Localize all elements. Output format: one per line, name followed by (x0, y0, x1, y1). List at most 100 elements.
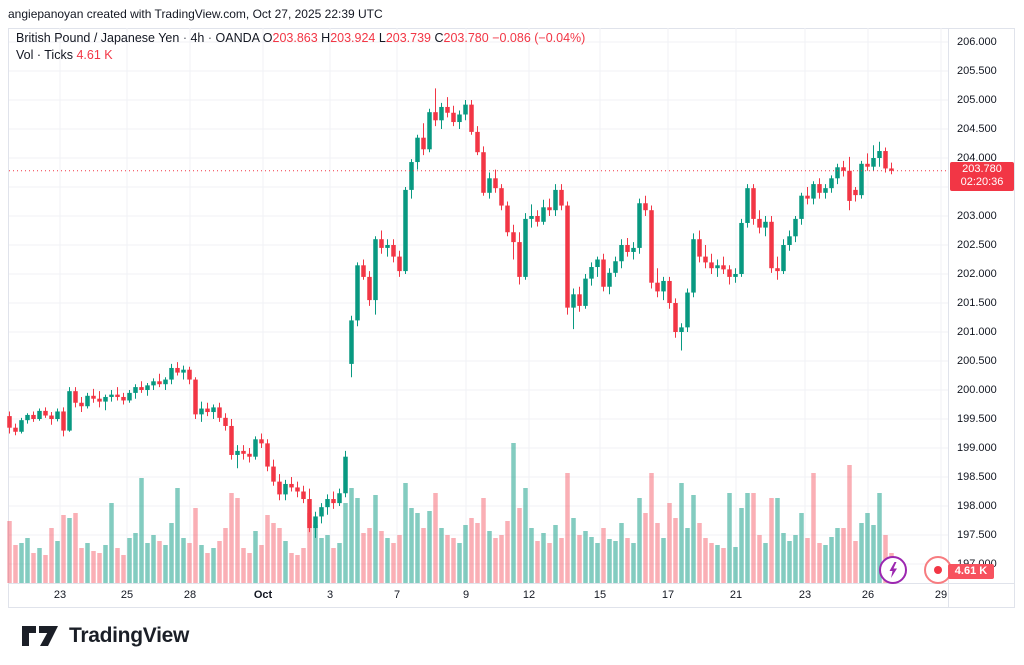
candle-body (769, 221, 774, 269)
candle-body (85, 395, 90, 407)
price-axis-label[interactable]: 205.000 (957, 94, 997, 106)
price-axis-label[interactable]: 201.500 (957, 297, 997, 309)
candle-body (25, 414, 30, 421)
candle-body (619, 245, 624, 262)
volume-bar (403, 483, 408, 583)
candle-body (775, 268, 780, 272)
volume-bar (709, 543, 714, 583)
time-axis-label[interactable]: 29 (934, 589, 948, 601)
price-axis-label[interactable]: 199.000 (957, 442, 997, 454)
volume-bar (349, 488, 354, 583)
volume-bar (787, 541, 792, 583)
time-axis-label[interactable]: 3 (326, 589, 334, 601)
time-axis-label[interactable]: 17 (661, 589, 675, 601)
time-axis-label[interactable]: 7 (393, 589, 401, 601)
record-button[interactable] (924, 556, 952, 584)
tradingview-logo[interactable]: TradingView (22, 624, 189, 648)
candle-body (217, 407, 222, 418)
price-axis-divider (948, 28, 949, 608)
price-axis-label[interactable]: 203.000 (957, 210, 997, 222)
volume-bar (667, 503, 672, 583)
tradingview-logo-text: TradingView (69, 624, 190, 647)
candle-body (127, 392, 132, 401)
price-axis-label[interactable]: 201.000 (957, 326, 997, 338)
volume-indicator-label[interactable]: Vol · Ticks (16, 48, 73, 62)
price-axis-label[interactable]: 204.500 (957, 123, 997, 135)
candle-body (847, 170, 852, 201)
price-axis-label[interactable]: 206.000 (957, 36, 997, 48)
current-price-badge: 203.780 02:20:36 (950, 162, 1014, 191)
price-axis-label[interactable]: 202.000 (957, 268, 997, 280)
candle-body (679, 327, 684, 332)
volume-bar (367, 528, 372, 583)
candle-body (505, 205, 510, 233)
volume-bar (697, 523, 702, 583)
time-axis-label[interactable]: 26 (861, 589, 875, 601)
interval-label[interactable]: 4h (190, 31, 205, 45)
candle-body (835, 167, 840, 179)
price-axis-label[interactable]: 204.000 (957, 152, 997, 164)
volume-bar (625, 538, 630, 583)
volume-bar (817, 543, 822, 583)
time-axis-label[interactable]: 15 (593, 589, 607, 601)
price-axis-label[interactable]: 197.500 (957, 529, 997, 541)
candle-body (13, 427, 18, 432)
candle-body (727, 269, 732, 277)
candle-body (139, 387, 144, 390)
time-axis-label[interactable]: 23 (53, 589, 67, 601)
candle-body (589, 267, 594, 279)
candle-body (313, 516, 318, 529)
candle-body (103, 396, 108, 402)
volume-bar (37, 548, 42, 583)
time-axis-label[interactable]: 12 (522, 589, 536, 601)
time-axis-label[interactable]: 28 (183, 589, 197, 601)
time-axis-label[interactable]: 23 (798, 589, 812, 601)
volume-bar (343, 503, 348, 583)
volume-bar (247, 553, 252, 583)
price-axis-label[interactable]: 198.000 (957, 500, 997, 512)
time-axis-label[interactable]: 25 (120, 589, 134, 601)
candle-body (871, 158, 876, 167)
volume-bar (499, 535, 504, 583)
volume-bar (127, 538, 132, 583)
candle-body (289, 483, 294, 488)
candle-body (583, 278, 588, 306)
candle-body (817, 184, 822, 193)
candle-body (715, 265, 720, 269)
price-axis-label[interactable]: 205.500 (957, 65, 997, 77)
time-axis-label[interactable]: 9 (462, 589, 470, 601)
volume-bar (259, 545, 264, 583)
candle-body (865, 163, 870, 167)
candle-body (151, 381, 156, 386)
volume-bar (799, 513, 804, 583)
candle-body (121, 396, 126, 401)
price-axis-label[interactable]: 199.500 (957, 413, 997, 425)
candle-body (283, 483, 288, 495)
candle-body (811, 184, 816, 199)
volume-bar (769, 498, 774, 583)
price-axis-label[interactable]: 200.000 (957, 384, 997, 396)
instant-order-button[interactable] (879, 556, 907, 584)
volume-bar (601, 528, 606, 583)
volume-bar (361, 533, 366, 583)
candle-body (73, 391, 78, 403)
volume-bar (451, 538, 456, 583)
volume-bar (97, 553, 102, 583)
price-axis-label[interactable]: 200.500 (957, 355, 997, 367)
symbol-title[interactable]: British Pound / Japanese Yen (16, 31, 180, 45)
volume-bar (61, 515, 66, 583)
price-axis-label[interactable]: 198.500 (957, 471, 997, 483)
candle-body (553, 189, 558, 211)
volume-bar (547, 543, 552, 583)
volume-bar (583, 531, 588, 583)
volume-bar (679, 483, 684, 583)
time-axis-label[interactable]: 21 (729, 589, 743, 601)
volume-bar (619, 523, 624, 583)
time-axis-label[interactable]: Oct (253, 589, 273, 601)
volume-bar (379, 531, 384, 583)
candle-body (661, 280, 666, 292)
candle-body (277, 481, 282, 495)
volume-bar (631, 543, 636, 583)
price-axis-label[interactable]: 202.500 (957, 239, 997, 251)
